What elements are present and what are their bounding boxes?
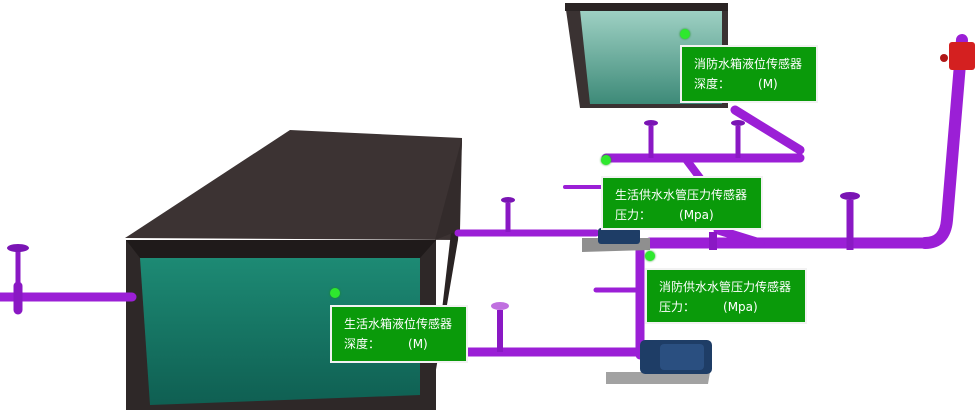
domestic-pipe-pressure-indicator — [601, 155, 611, 165]
sensor-title: 消防水箱液位传感器 — [694, 57, 803, 71]
gate-valve-icon[interactable] — [7, 244, 29, 288]
pump-icon — [582, 228, 650, 252]
sensor-title: 生活供水水管压力传感器 — [615, 188, 748, 202]
unit-label: (Mpa) — [723, 300, 758, 314]
domestic-tank-level-sensor-label[interactable]: 生活水箱液位传感器 深度： (M) — [330, 305, 468, 363]
gate-valve-icon[interactable] — [840, 192, 860, 250]
field-label: 深度： — [694, 77, 731, 91]
domestic-pipe-pressure-sensor-label[interactable]: 生活供水水管压力传感器 压力： (Mpa) — [601, 176, 763, 230]
gate-valve-icon[interactable] — [501, 197, 515, 232]
sensor-title: 消防供水水管压力传感器 — [659, 280, 792, 294]
gate-valve-icon[interactable] — [491, 302, 509, 352]
unit-label: (M) — [408, 337, 428, 351]
fire-pipe-pressure-indicator — [645, 251, 655, 261]
unit-label: (Mpa) — [679, 208, 714, 222]
pipe-network — [0, 34, 968, 360]
field-label: 压力： — [615, 208, 652, 222]
domestic-water-tank — [125, 130, 462, 410]
field-label: 深度： — [344, 337, 381, 351]
sensor-title: 生活水箱液位传感器 — [344, 317, 453, 331]
gate-valve-icon[interactable] — [644, 120, 658, 158]
field-label: 压力： — [659, 300, 696, 314]
fire-tank-level-indicator — [680, 29, 690, 39]
pump-icon — [606, 340, 712, 384]
unit-label: (M) — [758, 77, 778, 91]
fire-tank-level-sensor-label[interactable]: 消防水箱液位传感器 深度： (M) — [680, 45, 818, 103]
domestic-tank-level-indicator — [330, 288, 340, 298]
gate-valve-icon[interactable] — [731, 120, 745, 158]
fire-pipe-pressure-sensor-label[interactable]: 消防供水水管压力传感器 压力： (Mpa) — [645, 268, 807, 324]
alarm-valve-icon — [940, 42, 975, 70]
